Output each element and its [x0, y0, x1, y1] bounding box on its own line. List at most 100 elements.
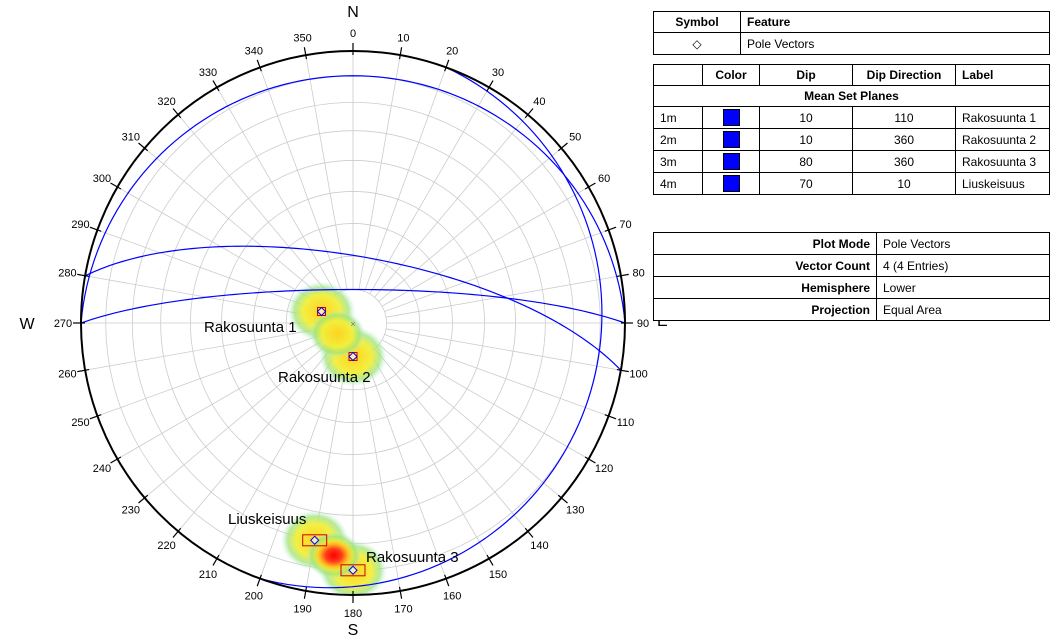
plot-info-table: Plot Mode Pole Vectors Vector Count 4 (4 En…: [653, 232, 1050, 321]
azimuth-tick: [138, 494, 149, 504]
azimuth-label: 150: [489, 569, 507, 581]
density-blob: [309, 310, 366, 358]
set-label: Rakosuunta 2: [955, 128, 1050, 151]
azimuth-label: 270: [54, 318, 72, 330]
azimuth-tick: [398, 47, 403, 60]
set-label: Rakosuunta 1: [955, 106, 1050, 129]
plot-info-value: Equal Area: [876, 298, 1050, 321]
grid-radial: [177, 348, 332, 532]
pole-diamond-icon: [316, 306, 327, 317]
grid-radial: [385, 328, 621, 371]
color-swatch: [722, 131, 740, 148]
mean-set-row: 1m 10 110 Rakosuunta 1: [653, 106, 1050, 129]
azimuth-label: 330: [199, 67, 217, 79]
azimuth-tick: [303, 47, 308, 60]
azimuth-label: 110: [617, 417, 635, 429]
azimuth-tick: [486, 80, 494, 92]
azimuth-label: 140: [530, 540, 548, 552]
grid-radial: [216, 351, 337, 559]
grid-radial: [85, 275, 321, 318]
set-label: Liuskeisuus: [955, 172, 1050, 195]
set-dip: 10: [759, 106, 853, 129]
sets-header-color: Color: [702, 64, 760, 86]
set-label-2: Rakosuunta 2: [278, 369, 371, 386]
set-id: 4m: [653, 172, 703, 195]
compass-south: S: [348, 622, 359, 637]
grid-radial: [144, 344, 328, 499]
pole-confidence-box: [340, 564, 366, 577]
color-swatch: [722, 153, 740, 170]
grid-radial: [117, 339, 325, 460]
grid-radial: [378, 344, 562, 499]
azimuth-label: 250: [71, 417, 89, 429]
azimuth-tick: [486, 554, 494, 566]
pole-confidence-box: [302, 534, 328, 547]
azimuth-tick: [138, 142, 149, 152]
plot-info-key: Projection: [653, 298, 877, 321]
center-mark: ×: [350, 319, 355, 329]
grid-radial: [358, 355, 401, 591]
color-swatch: [722, 109, 740, 126]
sets-header-label: Label: [955, 64, 1050, 86]
pole-markers: [302, 306, 366, 577]
azimuth-label: 320: [157, 96, 175, 108]
azimuth-tick: [444, 574, 450, 587]
set-dip-direction: 360: [852, 150, 956, 173]
grid-radial: [369, 87, 490, 295]
azimuth-tick: [303, 586, 308, 599]
azimuth-tick: [89, 226, 102, 232]
azimuth-label: 200: [245, 591, 263, 603]
azimuth-label: 340: [245, 46, 263, 58]
set-id: 3m: [653, 150, 703, 173]
azimuth-tick: [89, 414, 102, 420]
plot-info-row: Hemisphere Lower: [653, 276, 1050, 299]
legend-feature: Pole Vectors: [740, 32, 1050, 55]
grid-radial: [259, 354, 342, 579]
set-label: Rakosuunta 3: [955, 150, 1050, 173]
azimuth-label: 300: [93, 173, 111, 185]
azimuth-label: 100: [629, 368, 647, 380]
azimuth-tick: [77, 368, 90, 373]
azimuth-tick: [584, 182, 596, 190]
azimuth-tick: [524, 527, 534, 538]
plot-info-value: 4 (4 Entries): [876, 254, 1050, 277]
sets-section-title: Mean Set Planes: [653, 85, 1050, 107]
azimuth-label: 50: [569, 132, 581, 144]
great-circle: [84, 245, 622, 371]
azimuth-tick: [604, 414, 617, 420]
grid-radial: [384, 334, 609, 417]
azimuth-tick: [616, 368, 629, 373]
set-id: 2m: [653, 128, 703, 151]
grid-radial: [97, 334, 322, 417]
color-swatch: [722, 175, 740, 192]
azimuth-tick: [584, 456, 596, 464]
azimuth-tick: [557, 494, 568, 504]
grid-radial: [381, 339, 589, 460]
stereonet-plot: 0 10 20 30 40 50 60 70 80 90 100 110 120 130 140 150 160…: [19, 4, 649, 637]
mean-sets-table: Color Dip Dip Direction Label Mean Set P…: [653, 64, 1050, 195]
grid-radial: [216, 87, 337, 295]
azimuth-label: 160: [443, 591, 461, 603]
set-dip-direction: 110: [852, 106, 956, 129]
sets-header-dip-direction: Dip Direction: [852, 64, 956, 86]
great-circles: [81, 66, 625, 589]
azimuth-tick: [398, 586, 403, 599]
great-circle: [81, 75, 625, 324]
azimuth-label: 40: [533, 96, 545, 108]
great-circle: [259, 66, 603, 589]
mean-set-row: 4m 70 10 Liuskeisuus: [653, 172, 1050, 195]
grid-radial: [374, 348, 529, 532]
sets-header-row: Color Dip Dip Direction Label: [653, 64, 1050, 86]
set-dip: 80: [759, 150, 853, 173]
grid-radial: [358, 55, 401, 291]
plot-info-value: Lower: [876, 276, 1050, 299]
set-id: 1m: [653, 106, 703, 129]
azimuth-label: 220: [157, 540, 175, 552]
set-color: [702, 128, 760, 151]
azimuth-label: 190: [293, 604, 311, 616]
azimuth-tick: [110, 182, 122, 190]
grid-radial: [369, 351, 490, 559]
great-circle: [81, 288, 625, 324]
azimuth-label: 230: [122, 504, 140, 516]
azimuth-tick: [524, 108, 534, 119]
